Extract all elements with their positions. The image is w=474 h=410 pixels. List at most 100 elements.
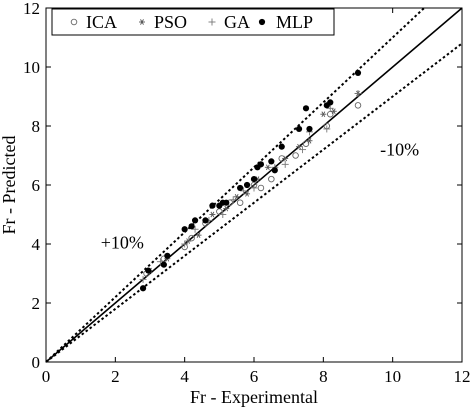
legend-box: [51, 8, 335, 36]
y-tick-label: 8: [32, 117, 41, 136]
pso-point: [209, 211, 216, 218]
mlp-point: [306, 125, 313, 133]
pso-point: [282, 155, 289, 162]
mlp-point: [268, 158, 275, 165]
mlp-point: [188, 223, 195, 230]
reference-line-2: [45, 42, 463, 363]
mlp-point: [191, 217, 199, 224]
pso-point-arm: [210, 211, 215, 218]
ga-point: [354, 90, 362, 98]
mlp-point: [271, 167, 278, 174]
pso-point: [195, 232, 202, 238]
y-tick-label: 10: [23, 58, 40, 77]
reference-line-1: [45, 7, 425, 363]
pso-point-arm: [245, 191, 249, 197]
legend-label-mlp: MLP: [276, 12, 313, 32]
legend-marker-ica: [70, 18, 78, 26]
ica-point: [257, 184, 265, 192]
mlp-point: [243, 181, 251, 189]
pso-point-arm: [234, 193, 239, 200]
mlp-point: [278, 143, 285, 150]
ica-point: [302, 140, 310, 147]
ica-point: [188, 234, 195, 242]
mlp-point: [257, 161, 265, 168]
ica-point: [292, 152, 299, 159]
mlp-point: [327, 99, 334, 106]
y-tick-label: 0: [32, 353, 41, 372]
pso-point: [233, 193, 240, 200]
legend-marker-pso: [139, 19, 145, 25]
pso-point: [264, 164, 271, 171]
mlp-point: [181, 226, 188, 233]
pso-point: [223, 205, 230, 212]
mlp-point: [145, 267, 152, 274]
pso-point-arm: [283, 155, 288, 162]
data-points: [139, 69, 362, 292]
mlp-point: [209, 202, 216, 209]
mlp-point: [250, 176, 258, 183]
ga-point: [250, 184, 258, 192]
ga-point: [240, 187, 248, 195]
mlp-point: [295, 125, 303, 133]
x-tick-label: 8: [319, 367, 328, 386]
y-tick-label: 2: [32, 294, 41, 313]
y-tick-label: 12: [23, 0, 40, 18]
pso-point-arm: [196, 232, 201, 238]
axis-ticks: 0 2 4 6 8 10 12 0 2 4 6 8 10 12: [23, 0, 471, 386]
ga-point: [139, 275, 147, 283]
legend-marker-mlp: [258, 18, 266, 26]
ga-point: [191, 225, 199, 233]
ga-point: [229, 196, 237, 204]
x-tick-label: 0: [42, 367, 51, 386]
ica-point: [354, 102, 362, 109]
pso-point-arm: [265, 164, 270, 171]
mlp-point: [219, 199, 226, 206]
pso-point-arm: [186, 238, 191, 244]
pso-point: [296, 143, 303, 150]
legend-marker-pso-arm: [140, 19, 144, 25]
pso-point: [330, 108, 337, 115]
mlp-point: [202, 217, 209, 224]
legend: ICA PSO GA MLP: [51, 8, 335, 36]
y-tick-label: 4: [32, 235, 41, 254]
ga-point: [281, 160, 289, 168]
minus-10-percent-label: -10%: [380, 140, 419, 160]
mlp-point: [354, 69, 362, 76]
ga-point: [323, 125, 331, 133]
x-tick-label: 12: [454, 367, 471, 386]
legend-label-pso: PSO: [154, 12, 187, 32]
ga-point: [219, 211, 227, 218]
ica-point: [268, 175, 275, 183]
mlp-point: [160, 261, 167, 268]
pso-point-arm: [321, 111, 326, 118]
legend-label-ga: GA: [224, 12, 250, 32]
ga-point: [156, 258, 164, 266]
pso-point-arm: [297, 143, 301, 150]
plus-10-percent-label: +10%: [101, 232, 144, 252]
pso-point-arm: [224, 205, 229, 212]
pso-point: [185, 238, 192, 244]
pso-point: [306, 137, 313, 144]
pso-point-arm: [307, 137, 312, 144]
x-tick-label: 10: [384, 367, 401, 386]
pso-point: [320, 111, 327, 118]
legend-label-ica: ICA: [86, 12, 117, 32]
y-axis-title: Fr - Predicted: [0, 136, 19, 235]
y-tick-label: 6: [32, 176, 41, 195]
ica-point: [236, 199, 244, 206]
legend-marker-ga: [208, 18, 216, 26]
mlp-point: [237, 184, 244, 192]
pso-point: [244, 191, 251, 197]
mlp-point: [302, 105, 310, 112]
pso-point-arm: [331, 108, 336, 115]
x-tick-label: 4: [180, 367, 189, 386]
x-axis-title: Fr - Experimental: [190, 387, 318, 407]
mlp-point: [139, 285, 147, 292]
x-tick-label: 2: [111, 367, 120, 386]
ga-point: [326, 104, 334, 112]
x-tick-label: 6: [250, 367, 259, 386]
ga-point: [299, 146, 307, 154]
ga-point: [181, 240, 189, 248]
mlp-point: [164, 252, 171, 259]
